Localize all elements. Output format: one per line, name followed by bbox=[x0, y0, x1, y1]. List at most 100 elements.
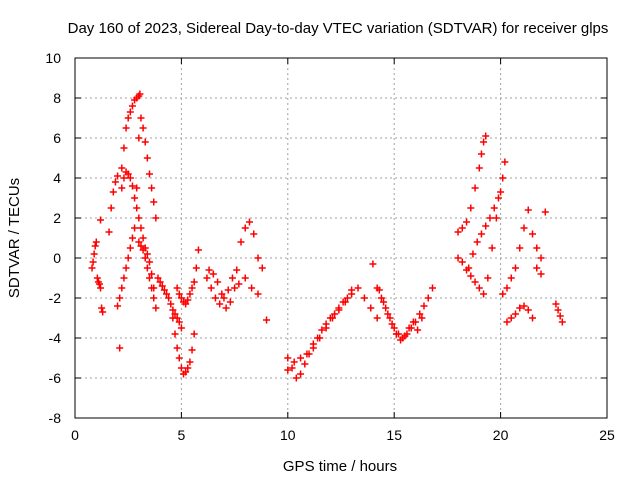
data-point bbox=[507, 274, 515, 282]
data-point bbox=[182, 368, 190, 376]
data-point bbox=[348, 290, 356, 298]
series-seg20 bbox=[503, 264, 545, 326]
data-point bbox=[177, 324, 185, 332]
data-point bbox=[171, 330, 179, 338]
data-point bbox=[98, 304, 106, 312]
data-point bbox=[150, 294, 158, 302]
data-point bbox=[529, 314, 537, 322]
y-tick-label: 2 bbox=[53, 210, 61, 226]
data-point bbox=[341, 298, 349, 306]
data-point bbox=[175, 354, 183, 362]
y-tick-label: 4 bbox=[53, 170, 61, 186]
data-point bbox=[118, 164, 126, 172]
data-point bbox=[122, 124, 130, 132]
data-point bbox=[465, 264, 473, 272]
data-point bbox=[537, 270, 545, 278]
data-point bbox=[97, 216, 105, 224]
data-point bbox=[160, 286, 168, 294]
data-point bbox=[226, 298, 234, 306]
data-point bbox=[141, 138, 149, 146]
data-point bbox=[516, 244, 524, 252]
x-axis-label: GPS time / hours bbox=[283, 458, 397, 475]
data-point bbox=[92, 238, 100, 246]
data-point bbox=[263, 316, 271, 324]
data-point bbox=[141, 254, 149, 262]
data-point bbox=[173, 284, 181, 292]
data-point bbox=[397, 336, 405, 344]
data-point bbox=[554, 306, 562, 314]
data-point bbox=[145, 274, 153, 282]
data-point bbox=[524, 306, 532, 314]
data-point bbox=[143, 250, 151, 258]
data-point bbox=[120, 274, 128, 282]
data-point bbox=[503, 318, 511, 326]
data-point bbox=[175, 290, 183, 298]
data-point bbox=[154, 274, 162, 282]
data-point bbox=[128, 102, 136, 110]
data-point bbox=[511, 264, 519, 272]
data-point bbox=[118, 284, 126, 292]
data-point bbox=[533, 244, 541, 252]
data-point bbox=[116, 344, 124, 352]
series-dip bbox=[169, 314, 198, 378]
data-point bbox=[507, 314, 515, 322]
data-point bbox=[167, 300, 175, 308]
data-point bbox=[290, 358, 298, 366]
data-point bbox=[126, 174, 134, 182]
data-point bbox=[231, 284, 239, 292]
data-point bbox=[382, 304, 390, 312]
data-point bbox=[458, 224, 466, 232]
data-point bbox=[139, 234, 147, 242]
series-seg18c bbox=[465, 194, 549, 298]
data-point bbox=[541, 208, 549, 216]
data-point bbox=[511, 310, 519, 318]
data-point bbox=[258, 264, 266, 272]
data-point bbox=[156, 278, 164, 286]
y-tick-label: -2 bbox=[49, 290, 62, 306]
data-point bbox=[224, 286, 232, 294]
data-point bbox=[222, 304, 230, 312]
data-point bbox=[375, 286, 383, 294]
data-point bbox=[137, 114, 145, 122]
data-point bbox=[133, 204, 141, 212]
data-point bbox=[89, 258, 97, 266]
data-point bbox=[218, 290, 226, 298]
data-point bbox=[401, 332, 409, 340]
x-tick-labels: 0 5 10 15 20 25 bbox=[71, 427, 615, 443]
data-point bbox=[145, 170, 153, 178]
data-point bbox=[137, 224, 145, 232]
data-point bbox=[392, 330, 400, 338]
data-point bbox=[245, 218, 253, 226]
data-point bbox=[497, 188, 505, 196]
data-point bbox=[128, 234, 136, 242]
data-point bbox=[136, 90, 144, 98]
data-point bbox=[211, 294, 219, 302]
data-point bbox=[386, 314, 394, 322]
data-point bbox=[488, 244, 496, 252]
data-point bbox=[209, 270, 217, 278]
data-point bbox=[124, 170, 132, 178]
data-point bbox=[499, 290, 507, 298]
data-point bbox=[214, 278, 222, 286]
data-point bbox=[524, 206, 532, 214]
data-point bbox=[192, 264, 200, 272]
data-point bbox=[139, 124, 147, 132]
data-point bbox=[558, 318, 566, 326]
series-seg14 bbox=[369, 260, 437, 342]
data-point bbox=[114, 172, 122, 180]
series-arc1 bbox=[118, 90, 144, 172]
data-point bbox=[186, 358, 194, 366]
data-point bbox=[477, 230, 485, 238]
data-point bbox=[288, 364, 296, 372]
data-point bbox=[145, 258, 153, 266]
x-tick-label: 10 bbox=[280, 427, 296, 443]
data-point bbox=[163, 290, 171, 298]
data-point bbox=[475, 284, 483, 292]
data-point bbox=[473, 238, 481, 246]
data-point bbox=[384, 310, 392, 318]
data-point bbox=[429, 284, 437, 292]
grid-lines bbox=[75, 58, 607, 418]
y-tick-label: -4 bbox=[49, 330, 62, 346]
x-tick-label: 15 bbox=[386, 427, 402, 443]
data-point bbox=[467, 204, 475, 212]
